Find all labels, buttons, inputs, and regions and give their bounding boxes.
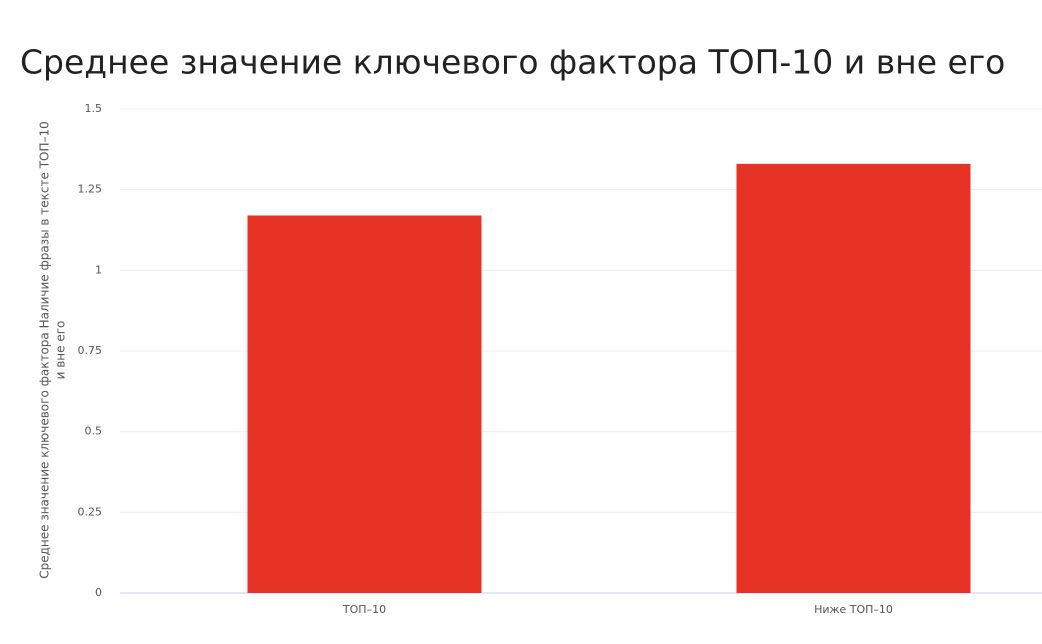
x-tick-label: ТОП–10: [342, 603, 386, 616]
y-tick-label: 1.25: [78, 183, 103, 196]
y-tick-label: 1.5: [85, 102, 103, 115]
bar: [247, 215, 482, 594]
x-tick-label: Ниже ТОП–10: [814, 603, 893, 616]
y-tick-label: 0.75: [78, 344, 103, 357]
y-tick-label: 0.25: [78, 505, 103, 518]
y-axis-label: и вне его: [54, 321, 68, 380]
chart-title: Среднее значение ключевого фактора ТОП-1…: [20, 43, 1005, 82]
bar: [736, 163, 971, 593]
y-tick-label: 0: [95, 586, 102, 599]
y-axis-label: Среднее значение ключевого фактора Налич…: [38, 121, 52, 579]
y-tick-label: 0.5: [85, 425, 103, 438]
y-tick-label: 1: [95, 263, 102, 276]
